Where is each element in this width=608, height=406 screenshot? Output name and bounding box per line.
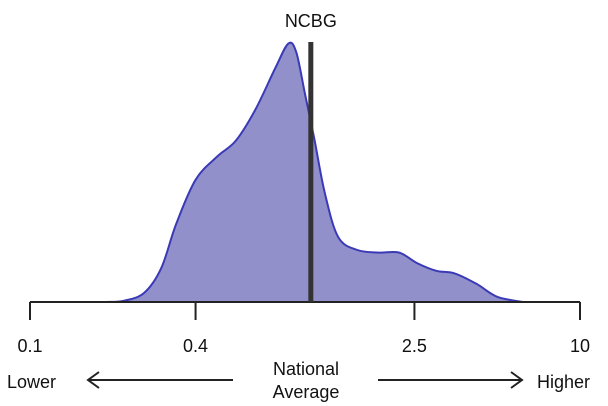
national-average-line2: Average bbox=[273, 382, 340, 402]
density-area bbox=[105, 41, 524, 303]
higher-annotation: Higher bbox=[537, 372, 590, 392]
x-tick-label: 10 bbox=[570, 336, 590, 356]
higher-arrow-head bbox=[510, 371, 524, 389]
national-average-line1: National bbox=[273, 359, 339, 379]
x-tick-label: 0.4 bbox=[183, 336, 208, 356]
x-axis-ticks bbox=[29, 302, 581, 320]
x-tick-label: 2.5 bbox=[402, 336, 427, 356]
reference-line-label: NCBG bbox=[285, 11, 337, 31]
x-tick-label: 0.1 bbox=[17, 336, 42, 356]
x-axis-tick-labels: 0.1 0.4 2.5 10 bbox=[17, 336, 590, 356]
lower-arrow-head bbox=[86, 371, 100, 389]
lower-annotation: Lower bbox=[7, 372, 56, 392]
